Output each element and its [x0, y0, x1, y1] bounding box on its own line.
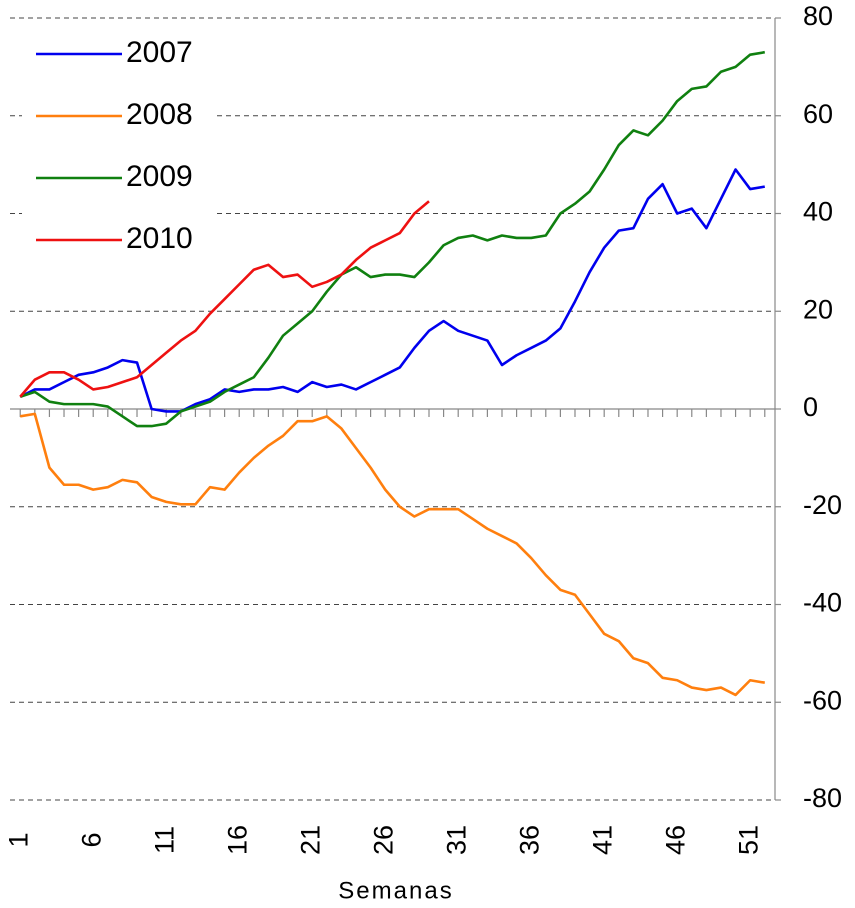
- series-line: [20, 412, 765, 697]
- y-tick-label: 60: [803, 99, 833, 129]
- x-tick-label: 36: [514, 825, 544, 855]
- x-tick-label: 21: [295, 825, 325, 855]
- y-tick-label: -40: [803, 588, 842, 618]
- y-tick-label: 20: [803, 294, 833, 324]
- legend-label: 2010: [126, 222, 193, 255]
- x-axis-label: Semanas: [338, 877, 453, 904]
- series-line: [19, 50, 765, 428]
- x-tick-label: 46: [660, 825, 690, 855]
- x-tick-label: 11: [149, 826, 179, 854]
- y-tick-label: 0: [803, 392, 818, 422]
- y-tick-label: -80: [803, 783, 842, 813]
- y-tick-label: -60: [803, 685, 842, 715]
- x-tick-label: 6: [76, 832, 106, 847]
- legend-box: [22, 28, 217, 256]
- legend-label: 2007: [126, 36, 193, 69]
- x-tick-label: 31: [441, 825, 471, 855]
- series-line: [19, 168, 765, 413]
- legend: 2007 2008 2009 2010: [22, 28, 217, 256]
- x-tick-label: 26: [368, 825, 398, 855]
- y-tick-label: 40: [803, 197, 833, 227]
- x-tick-label: 51: [733, 825, 763, 855]
- x-tick-label: 16: [222, 825, 252, 855]
- x-tick-label: 1: [3, 832, 33, 847]
- legend-label: 2009: [126, 160, 193, 193]
- legend-label: 2008: [126, 98, 193, 131]
- y-tick-label: 80: [803, 1, 833, 31]
- x-tick-label: 41: [587, 825, 617, 855]
- y-tick-label: -20: [803, 490, 842, 520]
- series-line: [19, 200, 430, 398]
